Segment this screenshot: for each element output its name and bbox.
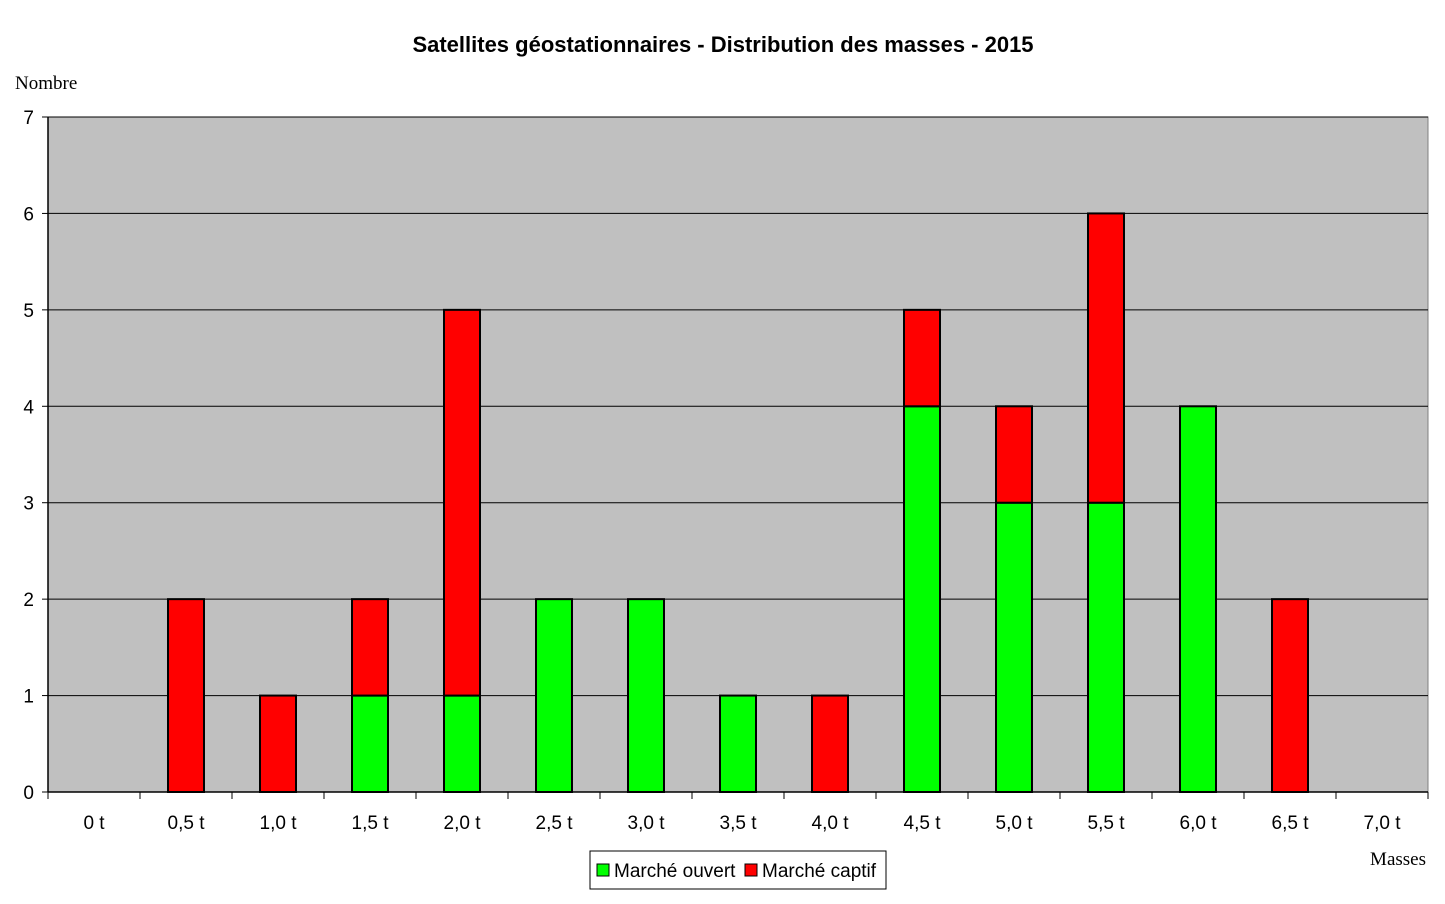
x-tick-label: 2,0 t [444, 813, 482, 834]
bar-ouvert [627, 598, 665, 794]
x-tick-label: 4,0 t [812, 813, 850, 834]
y-tick-label: 2 [23, 590, 34, 611]
bar-captif [443, 308, 481, 697]
bar-ouvert [903, 405, 941, 793]
axes [42, 116, 1429, 799]
legend-swatch-ouvert [596, 863, 610, 877]
grid-lines [48, 116, 1428, 697]
bar-captif [259, 694, 297, 793]
x-tick-label: 1,0 t [260, 813, 298, 834]
bars [167, 212, 1309, 794]
bar-captif [167, 598, 205, 794]
tick-labels: 0 1 2 3 4 5 6 7 0 t 0,5 t 1,0 t 1,5 t 2,0 t 2,5 t 3,0 … [23, 108, 1401, 834]
bar-ouvert [1179, 405, 1217, 793]
bar-ouvert [995, 501, 1033, 793]
bar-captif [1271, 598, 1309, 794]
bar-captif [903, 308, 941, 408]
x-tick-label: 0 t [83, 813, 105, 834]
legend-label-captif: Marché captif [762, 861, 877, 882]
x-tick-label: 5,0 t [996, 813, 1034, 834]
y-tick-label: 1 [23, 687, 34, 708]
legend: Marché ouvert Marché captif [589, 850, 887, 890]
legend-label-ouvert: Marché ouvert [614, 861, 736, 882]
bar-ouvert [351, 694, 389, 793]
legend-swatch-captif [744, 863, 758, 877]
plot-area [47, 116, 1429, 793]
y-tick-label: 3 [23, 494, 34, 515]
y-tick-label: 6 [23, 204, 34, 225]
bar-captif [995, 405, 1033, 504]
bar-ouvert [719, 694, 757, 793]
x-tick-label: 2,5 t [536, 813, 574, 834]
y-tick-label: 0 [23, 783, 34, 804]
bar-ouvert [535, 598, 573, 794]
x-tick-label: 0,5 t [168, 813, 206, 834]
x-tick-label: 5,5 t [1088, 813, 1126, 834]
x-tick-label: 3,5 t [720, 813, 758, 834]
bar-captif [351, 598, 389, 697]
legend-box [589, 850, 887, 890]
bar-captif [1087, 212, 1125, 504]
bar-captif [811, 694, 849, 793]
x-tick-label: 6,5 t [1272, 813, 1310, 834]
x-tick-label: 7,0 t [1364, 813, 1402, 834]
x-axis-label: Masses [1370, 849, 1426, 870]
bar-ouvert [443, 694, 481, 793]
y-tick-label: 7 [23, 108, 34, 129]
chart-title: Satellites géostationnaires - Distributi… [412, 32, 1033, 57]
x-tick-label: 3,0 t [628, 813, 666, 834]
bar-ouvert [1087, 501, 1125, 793]
x-tick-label: 6,0 t [1180, 813, 1218, 834]
y-tick-label: 5 [23, 301, 34, 322]
x-tick-label: 1,5 t [352, 813, 390, 834]
x-tick-label: 4,5 t [904, 813, 942, 834]
y-axis-label: Nombre [15, 73, 77, 94]
y-tick-label: 4 [23, 397, 34, 418]
